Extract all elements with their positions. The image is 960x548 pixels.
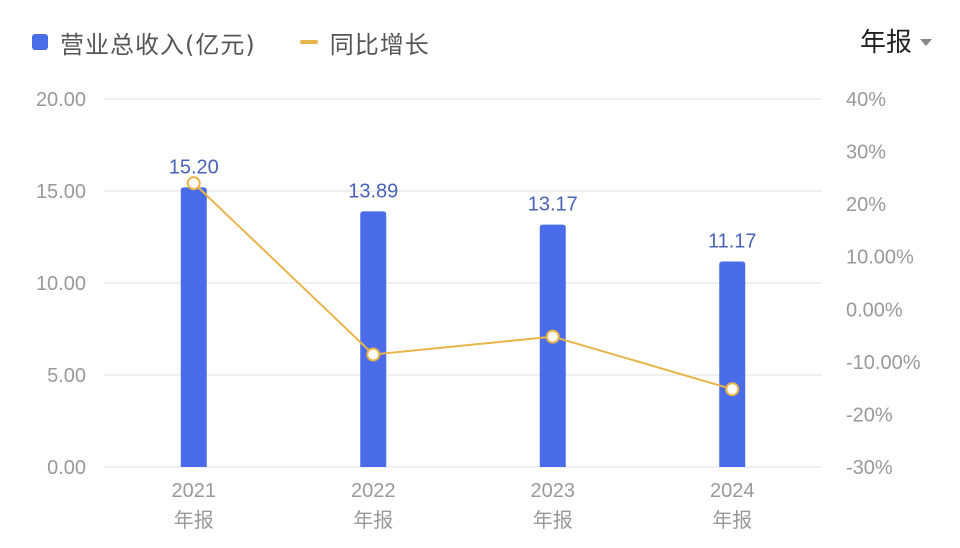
- growth-line-path: [193, 182, 733, 391]
- revenue-bar[interactable]: [180, 187, 207, 467]
- x-axis-period-label: 年报: [533, 509, 573, 532]
- right-axis-tick-label: -30%: [846, 457, 893, 479]
- bar-value-label: 13.89: [348, 180, 398, 202]
- x-axis-year-label: 2024: [710, 480, 755, 502]
- x-axis-year-label: 2023: [531, 480, 576, 502]
- right-axis-tick-label: 20%: [846, 194, 886, 216]
- right-axis-tick-label: -10.00%: [846, 352, 921, 374]
- line-swatch-icon: [299, 40, 318, 44]
- left-axis-ticks: 20.00 15.00 10.00 5.00 0.00: [36, 89, 86, 479]
- revenue-bar[interactable]: [360, 211, 387, 467]
- x-axis-period-label: 年报: [353, 509, 393, 532]
- bar-value-label: 15.20: [169, 156, 219, 178]
- right-axis-tick-label: 30%: [846, 142, 886, 164]
- left-axis-tick-label: 0.00: [47, 457, 86, 479]
- x-axis-labels: 2021 年报 2022 年报 2023 年报 2024 年报: [172, 480, 755, 532]
- revenue-bars: [180, 187, 746, 467]
- x-axis-year-label: 2022: [351, 480, 396, 502]
- x-axis-period-label: 年报: [712, 509, 752, 532]
- x-axis-period-label: 年报: [174, 509, 214, 532]
- legend-label-growth: 同比增长: [329, 30, 430, 59]
- bar-value-label: 11.17: [708, 230, 757, 252]
- right-axis-tick-label: -20%: [846, 404, 893, 426]
- legend-item-revenue[interactable]: 营业总收入(亿元): [32, 25, 256, 60]
- bar-value-label: 13.17: [528, 194, 578, 216]
- right-axis-ticks: 40% 30% 20% 10.00% 0.00% -10.00% -20% -30%: [846, 89, 921, 479]
- right-axis-tick-label: 40%: [846, 89, 886, 111]
- period-dropdown[interactable]: 年报: [860, 22, 932, 59]
- revenue-bar-labels: 15.20 13.89 13.17 11.17: [169, 156, 757, 252]
- growth-line: [186, 176, 740, 397]
- right-axis-tick-label: 10.00%: [846, 247, 914, 269]
- right-axis-tick-label: 0.00%: [846, 299, 903, 321]
- period-dropdown-value: 年报: [859, 28, 912, 58]
- growth-point[interactable]: [186, 176, 201, 191]
- grid-lines: [104, 98, 822, 468]
- left-axis-tick-label: 15.00: [36, 181, 86, 203]
- caret-down-icon: [920, 39, 932, 46]
- chart-legend: 营业总收入(亿元) 同比增长: [32, 24, 430, 60]
- legend-item-growth[interactable]: 同比增长: [299, 25, 430, 60]
- bar-swatch-icon: [32, 34, 48, 50]
- legend-label-revenue: 营业总收入(亿元): [60, 30, 256, 59]
- left-axis-tick-label: 20.00: [36, 89, 86, 111]
- growth-point[interactable]: [366, 347, 381, 362]
- growth-point[interactable]: [725, 382, 740, 397]
- left-axis-tick-label: 5.00: [47, 365, 86, 387]
- x-axis-year-label: 2021: [172, 480, 217, 502]
- revenue-bar[interactable]: [719, 261, 746, 467]
- revenue-bar[interactable]: [539, 224, 566, 467]
- left-axis-tick-label: 10.00: [36, 273, 86, 295]
- growth-point[interactable]: [545, 329, 560, 344]
